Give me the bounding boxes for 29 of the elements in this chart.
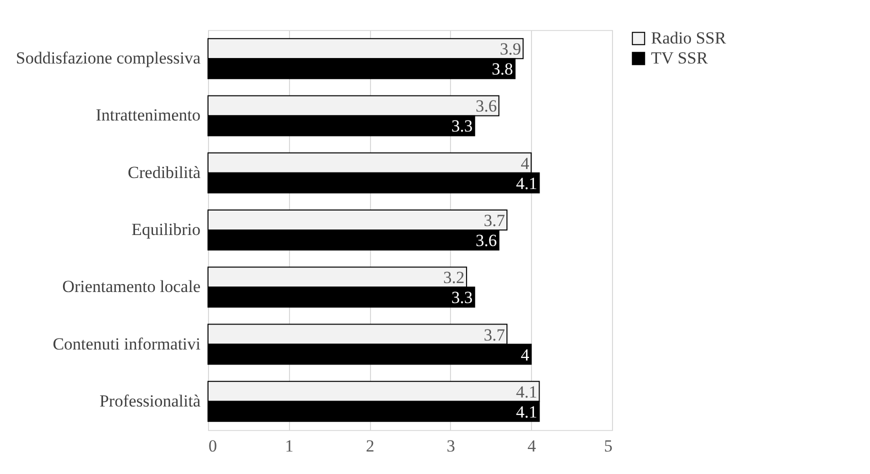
x-tick-label: 3 <box>446 436 456 456</box>
data-label: 3.6 <box>476 96 497 116</box>
data-label: 4.1 <box>516 174 538 193</box>
data-label: 3.3 <box>451 116 473 136</box>
data-label: 3.7 <box>484 211 506 230</box>
data-label: 3.8 <box>492 60 514 79</box>
x-tick-label: 5 <box>604 436 612 456</box>
y-tick-label: Soddisfazione complessiva <box>16 48 201 68</box>
y-tick-label: Professionalità <box>99 391 201 410</box>
data-label: 4 <box>520 154 530 173</box>
x-tick-label: 0 <box>208 436 217 456</box>
y-tick-label: Orientamento locale <box>62 277 200 296</box>
legend-label: TV SSR <box>651 48 709 68</box>
data-label: 4 <box>520 345 530 364</box>
data-label: 3.2 <box>443 268 465 288</box>
data-label: 3.9 <box>500 40 522 59</box>
legend-label: Radio SSR <box>651 28 727 48</box>
y-tick-label: Intrattenimento <box>96 106 200 125</box>
data-label: 4.1 <box>516 382 538 402</box>
x-tick-label: 4 <box>527 436 536 456</box>
y-tick-label: Equilibrio <box>132 220 200 239</box>
y-tick-label: Credibilità <box>128 162 201 182</box>
data-label: 3.7 <box>484 325 506 344</box>
x-tick-label: 2 <box>366 436 374 456</box>
data-label: 3.3 <box>451 288 473 308</box>
data-label: 4.1 <box>516 402 538 422</box>
x-tick-label: 1 <box>285 436 294 456</box>
data-label: 3.6 <box>476 231 497 250</box>
y-tick-label: Contenuti informativi <box>52 334 201 354</box>
